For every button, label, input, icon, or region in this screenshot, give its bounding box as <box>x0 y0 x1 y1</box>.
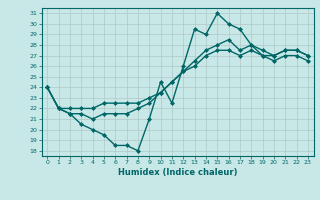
X-axis label: Humidex (Indice chaleur): Humidex (Indice chaleur) <box>118 168 237 177</box>
